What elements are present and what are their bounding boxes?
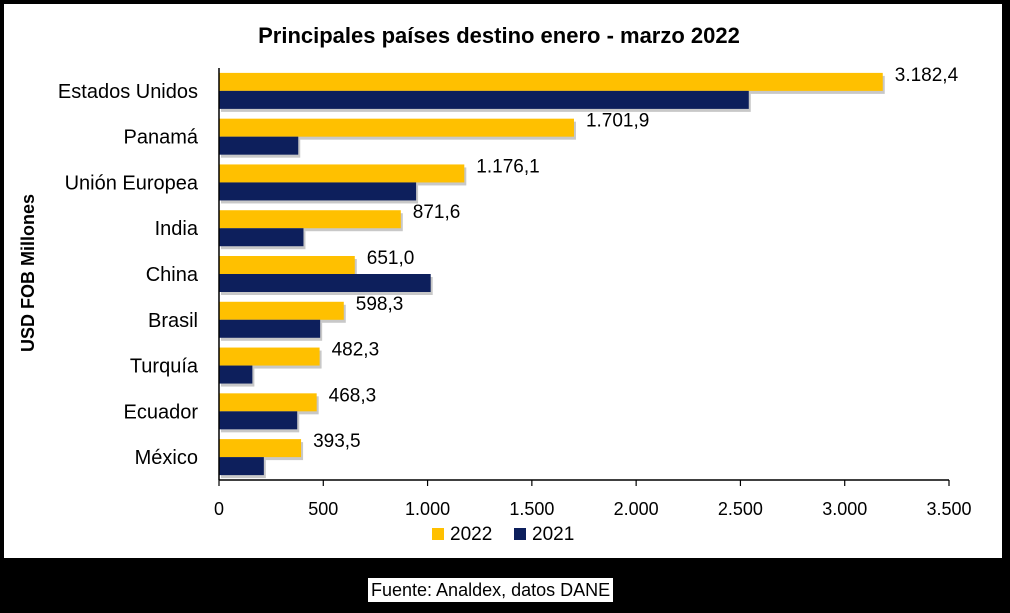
legend-label-2021: 2021 <box>532 524 574 545</box>
x-tick-label: 0 <box>214 499 224 519</box>
bar-2021-china <box>219 274 431 292</box>
data-label: 651,0 <box>367 248 415 269</box>
bar-2021-india <box>219 228 304 247</box>
bar-2021-ecuador <box>219 411 298 430</box>
data-label: 598,3 <box>356 294 404 315</box>
category-label: México <box>135 447 198 469</box>
legend-swatch-2022 <box>432 528 444 540</box>
category-label: Estados Unidos <box>58 81 198 103</box>
category-label: Ecuador <box>124 401 199 423</box>
data-label: 3.182,4 <box>895 65 959 86</box>
category-label: India <box>155 218 199 240</box>
bar-2022-brasil <box>219 301 344 320</box>
legend: 2022 2021 <box>432 524 574 545</box>
category-label: Unión Europea <box>65 172 199 194</box>
bar-2022-unión-europea <box>219 164 465 183</box>
y-axis-label: USD FOB Millones <box>18 194 38 352</box>
bar-2022-panamá <box>219 118 574 137</box>
bar-2022-méxico <box>219 439 302 458</box>
legend-swatch-2021 <box>514 528 526 540</box>
bar-chart: Principales países destino enero - marzo… <box>18 23 972 545</box>
data-label: 393,5 <box>313 431 361 452</box>
chart-title: Principales países destino enero - marzo… <box>258 23 740 48</box>
category-labels: Estados Unidos Panamá Unión Europea India Ch… <box>58 81 199 469</box>
legend-label-2022: 2022 <box>450 524 492 545</box>
category-label: China <box>146 264 199 286</box>
data-label: 1.176,1 <box>476 156 539 177</box>
x-tick-label: 500 <box>308 499 338 519</box>
x-tick-label: 3.000 <box>822 499 867 519</box>
bar-2022-ecuador <box>219 393 317 412</box>
category-label: Turquía <box>130 356 199 378</box>
bar-2021-turquía <box>219 365 253 384</box>
data-label: 482,3 <box>332 340 380 361</box>
bars-layer <box>219 72 885 479</box>
bar-2021-unión-europea <box>219 182 417 201</box>
bar-2021-estados-unidos <box>219 90 749 109</box>
category-label: Brasil <box>148 310 198 332</box>
data-label: 1.701,9 <box>586 111 649 132</box>
bar-2021-panamá <box>219 136 299 155</box>
bar-2022-turquía <box>219 347 320 366</box>
bar-2021-méxico <box>219 457 264 476</box>
x-tick-label: 2.500 <box>718 499 763 519</box>
x-axis-ticks: 0 500 1.000 1.500 2.000 2.500 3.000 3.500 <box>214 480 972 519</box>
bar-2021-brasil <box>219 319 321 338</box>
category-label: Panamá <box>124 127 199 149</box>
data-label: 468,3 <box>329 385 377 406</box>
chart-panel: Principales países destino enero - marzo… <box>4 4 1002 558</box>
bar-2022-china <box>219 256 355 274</box>
bar-2022-estados-unidos <box>219 72 883 91</box>
data-labels: 3.182,4 1.701,9 1.176,1 871,6 651,0 598,3 482,… <box>313 65 959 452</box>
x-tick-label: 2.000 <box>614 499 659 519</box>
source-note: Fuente: Analdex, datos DANE <box>368 578 614 602</box>
x-tick-label: 1.000 <box>405 499 450 519</box>
x-tick-label: 3.500 <box>926 499 971 519</box>
x-tick-label: 1.500 <box>509 499 554 519</box>
bar-2022-india <box>219 210 401 229</box>
data-label: 871,6 <box>413 202 461 223</box>
